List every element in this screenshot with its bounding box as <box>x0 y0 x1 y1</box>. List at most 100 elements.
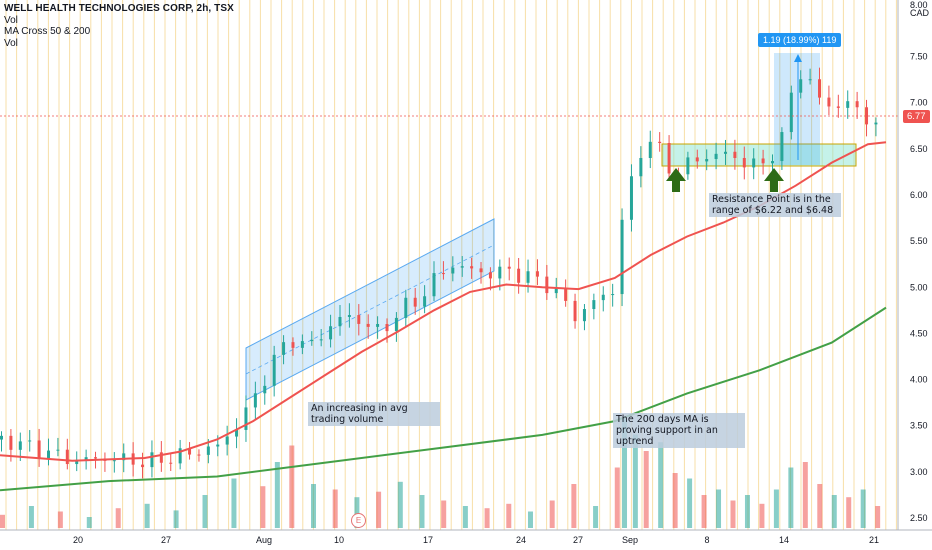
candle-body <box>150 452 154 468</box>
volume-bar <box>527 511 533 528</box>
candle-body <box>122 453 126 461</box>
y-tick-label: 7.50 <box>910 52 928 62</box>
volume-histogram <box>0 418 881 528</box>
chart-legend: WELL HEALTH TECHNOLOGIES CORP, 2h, TSX V… <box>4 3 234 49</box>
candle-body <box>65 449 69 465</box>
x-tick-label: 24 <box>516 535 526 545</box>
candle-body <box>601 294 605 301</box>
candle-body <box>771 161 775 164</box>
candle-body <box>338 316 342 327</box>
candle-body <box>141 464 145 468</box>
candle-body <box>235 429 239 437</box>
candle-body <box>18 441 22 450</box>
y-tick-label: 2.50 <box>910 513 928 523</box>
candle-body <box>75 460 79 465</box>
volume-bar <box>86 517 92 528</box>
candle-body <box>611 294 615 296</box>
candle-body <box>799 79 803 93</box>
legend-ma-cross: MA Cross 50 & 200 <box>4 26 91 37</box>
candle-body <box>56 449 60 451</box>
candle-body <box>488 272 492 279</box>
candle-body <box>789 92 793 133</box>
candle-body <box>667 142 671 174</box>
candle-body <box>564 288 568 301</box>
candle-body <box>545 276 549 294</box>
volume-bar <box>419 495 425 528</box>
currency-label: CAD <box>910 8 930 18</box>
ascending-channel <box>245 218 495 401</box>
candle-body <box>648 141 652 158</box>
candle-body <box>818 79 822 98</box>
volume-bar <box>846 497 852 528</box>
candle-body <box>159 452 163 463</box>
resistance-annotation: Resistance Point is in the range of $6.2… <box>709 193 841 217</box>
candle-body <box>329 326 333 340</box>
volume-bar <box>875 506 881 528</box>
volume-bar <box>260 486 266 528</box>
volume-bar <box>831 495 837 528</box>
candle-body <box>639 157 643 177</box>
x-tick-label: Aug <box>256 535 272 545</box>
candle-body <box>836 106 840 108</box>
x-tick-label: 27 <box>161 535 171 545</box>
candle-body <box>874 122 878 125</box>
volume-bar <box>462 506 468 528</box>
candle-body <box>629 176 633 220</box>
candle-body <box>178 448 182 464</box>
candle-body <box>272 354 276 386</box>
x-tick-label: 8 <box>704 535 709 545</box>
candle-body <box>300 341 304 348</box>
candle-body <box>385 324 389 332</box>
candle-body <box>216 444 220 447</box>
candle-body <box>592 300 596 310</box>
candle-body <box>470 266 474 269</box>
candle-body <box>188 448 192 455</box>
candle-body <box>37 440 41 459</box>
candle-body <box>658 141 662 143</box>
candle-body <box>865 107 869 125</box>
volume-bar <box>773 489 779 528</box>
candle-body <box>526 271 530 283</box>
volume-bar <box>658 442 664 528</box>
legend-volume: Vol <box>4 14 18 26</box>
volume-bar <box>376 491 382 528</box>
candle-body <box>394 317 398 332</box>
volume-bar <box>274 462 280 528</box>
candle-body <box>319 339 323 341</box>
candle-body <box>263 385 267 394</box>
candle-body <box>225 436 229 445</box>
candle-body <box>413 297 417 307</box>
candle-body <box>498 266 502 279</box>
legend-volume-2: Vol <box>4 37 18 49</box>
candle-body <box>357 315 361 324</box>
candle-body <box>423 296 427 307</box>
candle-body <box>808 79 812 81</box>
candle-body <box>84 457 88 461</box>
volume-bar <box>817 484 823 528</box>
measure-label: 1.19 (18.99%) 119 <box>758 33 842 47</box>
candle-body <box>742 157 746 168</box>
support-arrows <box>666 168 784 192</box>
candle-body <box>47 450 51 459</box>
volume-bar <box>860 489 866 528</box>
candle-body <box>366 323 370 327</box>
volume-bar <box>614 467 620 528</box>
candle-body <box>310 339 314 342</box>
candle-body <box>554 288 558 294</box>
candle-body <box>733 151 737 158</box>
candle-body <box>197 454 201 456</box>
y-tick-label: 4.50 <box>910 328 928 338</box>
volume-bar <box>144 503 150 528</box>
y-tick-label: 4.00 <box>910 375 928 385</box>
volume-bar <box>231 478 237 528</box>
earnings-badge-icon[interactable]: E <box>351 513 366 528</box>
candle-body <box>714 153 718 160</box>
candle-body <box>507 266 511 269</box>
candle-body <box>432 273 436 297</box>
candle-body <box>347 315 351 317</box>
candle-body <box>376 324 380 327</box>
candle-body <box>291 342 295 348</box>
volume-bar <box>730 500 736 528</box>
